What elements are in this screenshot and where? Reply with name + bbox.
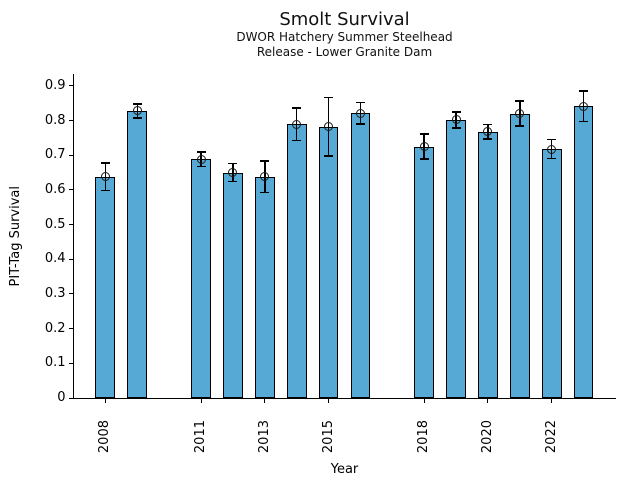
- error-bar-cap-top: [579, 90, 589, 92]
- data-point-marker: [515, 109, 525, 119]
- error-bar-cap-top: [547, 138, 557, 141]
- data-point-marker: [324, 122, 334, 132]
- error-bar-cap-bottom: [515, 125, 525, 127]
- data-point-marker: [483, 127, 493, 137]
- y-tick-label: 0.4: [44, 251, 66, 267]
- error-bar-cap-bottom: [196, 165, 206, 168]
- error-bar-cap-bottom: [355, 123, 365, 125]
- error-bar-cap-bottom: [451, 127, 461, 129]
- chart-subtitle-line1: DWOR Hatchery Summer Steelhead: [236, 30, 453, 44]
- error-bar-cap-bottom: [419, 158, 429, 160]
- error-bar-cap-top: [483, 123, 493, 126]
- error-bar-cap-bottom: [483, 138, 493, 140]
- bar-2009: [127, 110, 148, 398]
- x-tick-label: 2018: [416, 420, 432, 454]
- bar-2015: [318, 126, 339, 398]
- x-tick-label: 2011: [193, 420, 209, 454]
- data-point-marker: [547, 144, 557, 154]
- y-tick-label: 0.2: [44, 320, 66, 336]
- y-tick-label: 0.8: [44, 112, 66, 128]
- data-point-marker: [579, 101, 589, 111]
- error-bar-cap-top: [260, 160, 270, 162]
- y-tick-label: 0: [57, 390, 66, 405]
- error-bar-cap-top: [196, 151, 206, 153]
- y-tick: [69, 120, 73, 122]
- bar-2013: [254, 176, 275, 398]
- error-bar-cap-top: [132, 103, 142, 105]
- error-bar-cap-top: [100, 162, 110, 164]
- bar-2023: [573, 106, 594, 398]
- data-point-marker: [451, 115, 461, 125]
- y-tick-label: 0.3: [44, 285, 66, 301]
- y-tick: [69, 293, 73, 295]
- y-tick: [69, 85, 73, 87]
- error-bar-cap-bottom: [292, 139, 302, 142]
- x-tick: [487, 399, 489, 403]
- data-point-marker: [132, 106, 142, 116]
- error-bar-cap-top: [515, 100, 525, 102]
- error-bar-cap-top: [324, 96, 334, 99]
- error-bar-cap-bottom: [579, 120, 589, 123]
- error-bar-cap-bottom: [260, 191, 270, 194]
- y-tick: [69, 258, 73, 260]
- error-bar-cap-top: [451, 111, 461, 113]
- y-tick-label: 0.9: [44, 77, 66, 93]
- x-tick-label: 2020: [479, 420, 495, 454]
- data-point-marker: [260, 172, 270, 182]
- x-tick: [264, 399, 266, 403]
- title-block: Smolt Survival DWOR Hatchery Summer Stee…: [73, 0, 616, 59]
- data-point-marker: [355, 108, 365, 118]
- bar-2019: [446, 119, 466, 398]
- y-tick: [69, 224, 73, 226]
- y-tick: [69, 328, 73, 330]
- x-tick: [200, 399, 202, 403]
- x-axis-label: Year: [330, 462, 359, 477]
- x-tick-label: 2013: [256, 420, 272, 454]
- error-bar-cap-top: [355, 101, 365, 103]
- chart-title: Smolt Survival: [279, 9, 410, 30]
- x-tick-label: 2022: [543, 420, 559, 454]
- bar-2020: [478, 131, 498, 398]
- x-tick-label: 2008: [97, 420, 113, 454]
- data-point-marker: [196, 154, 206, 164]
- y-tick-label: 0.7: [44, 147, 66, 163]
- bar-2018: [414, 146, 435, 398]
- y-tick: [69, 362, 73, 364]
- bar-2014: [286, 124, 307, 398]
- x-tick: [551, 399, 553, 403]
- data-point-marker: [419, 142, 429, 152]
- y-tick-label: 0.5: [44, 216, 66, 232]
- x-tick: [328, 399, 330, 403]
- y-axis-spine: [73, 74, 74, 399]
- bar-2012: [223, 172, 243, 398]
- chart-subtitle-line2: Release - Lower Granite Dam: [256, 44, 433, 59]
- error-bar-cap-bottom: [132, 117, 142, 119]
- bar-2022: [541, 149, 562, 398]
- x-tick: [423, 399, 425, 403]
- y-tick-label: 0.6: [44, 181, 66, 197]
- error-bar-cap-bottom: [228, 180, 238, 183]
- data-point-marker: [100, 172, 110, 182]
- bar-2011: [191, 159, 211, 398]
- y-tick-label: 0.1: [44, 355, 66, 371]
- error-bar-cap-bottom: [547, 157, 557, 160]
- y-tick: [69, 397, 73, 399]
- error-bar-cap-top: [419, 133, 429, 135]
- x-tick: [104, 399, 106, 403]
- error-bar-cap-top: [228, 162, 238, 165]
- data-point-marker: [292, 119, 302, 129]
- x-tick-label: 2015: [320, 420, 336, 454]
- x-axis-spine: [73, 398, 616, 399]
- bar-2008: [95, 176, 116, 398]
- bar-2016: [350, 113, 371, 398]
- error-bar-cap-bottom: [100, 189, 110, 192]
- error-bar-cap-bottom: [324, 155, 334, 157]
- data-point-marker: [228, 168, 238, 178]
- y-tick: [69, 154, 73, 156]
- y-tick: [69, 189, 73, 191]
- bar-2021: [509, 113, 530, 398]
- error-bar-cap-top: [292, 107, 302, 109]
